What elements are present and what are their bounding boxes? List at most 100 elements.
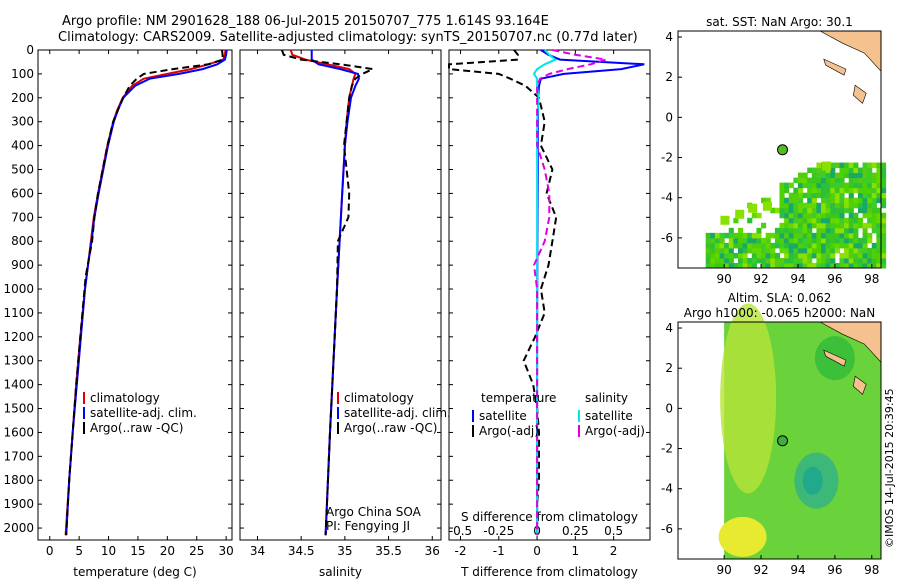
legend-label: climatology	[90, 391, 160, 405]
sst-pixel	[802, 182, 808, 189]
sst-pixel	[762, 201, 772, 211]
sst-pixel	[844, 217, 850, 224]
sst-pixel	[793, 202, 799, 209]
sst-pixel	[797, 232, 804, 239]
sst-pixel	[821, 182, 827, 189]
difference-series-1	[448, 49, 558, 536]
sst-pixel	[825, 242, 831, 249]
sst-pixel	[774, 237, 780, 244]
sst-pixel	[881, 222, 887, 229]
sst-pixel	[848, 182, 854, 189]
sst-pixel	[853, 242, 859, 249]
sst-pixel	[821, 232, 827, 239]
sst-pixel	[844, 222, 850, 229]
sst-pixel	[871, 212, 877, 219]
sst-pixel	[779, 197, 785, 204]
sst-pixel	[802, 252, 808, 259]
sst-pixel	[728, 252, 734, 259]
sst-pixel	[853, 182, 859, 189]
sst-pixel	[784, 217, 790, 224]
sst-pixel	[830, 187, 836, 194]
sst-pixel	[705, 247, 711, 254]
sst-pixel	[788, 222, 794, 229]
sst-pixel	[848, 257, 854, 264]
sst-pixel	[857, 207, 864, 214]
sst-pixel	[825, 252, 831, 259]
x-tick-label: 1	[572, 544, 580, 558]
sst-pixel	[881, 187, 887, 194]
figure-title-line1: Argo profile: NM 2901628_188 06-Jul-2015…	[62, 14, 549, 29]
sst-pixel	[784, 252, 790, 259]
sst-pixel	[853, 212, 859, 219]
sst-pixel	[881, 167, 887, 174]
sst-map-panel: 90 92 94 96 98 4 2 0 -2 -4 -6 sat. SST: NaN Argo: 3…	[661, 15, 887, 286]
sst-pixel	[733, 262, 739, 269]
sst-pixel	[770, 252, 776, 259]
sst-pixel	[770, 247, 776, 254]
sst-pixel	[839, 262, 845, 269]
sst-pixel	[821, 217, 827, 224]
sst-pixel	[728, 262, 734, 269]
salinity-series-2	[280, 49, 377, 536]
sst-pixel	[784, 257, 790, 264]
sst-pixel	[848, 192, 854, 199]
sst-pixel	[816, 217, 822, 224]
sst-pixel	[797, 202, 804, 209]
sst-pixel	[797, 192, 804, 199]
sst-pixel	[862, 232, 868, 239]
sst-pixel	[802, 227, 808, 234]
sst-pixel	[830, 172, 836, 179]
sst-pixel	[816, 182, 822, 189]
map-y-tick-label: -6	[661, 231, 673, 245]
sst-pixel	[802, 262, 808, 269]
sst-pixel	[830, 252, 836, 259]
sst-pixel	[848, 167, 854, 174]
sst-pixel	[784, 212, 790, 219]
sst-pixel	[788, 207, 794, 214]
sst-pixel	[848, 187, 854, 194]
sst-pixel	[714, 262, 721, 269]
sst-pixel	[867, 262, 873, 269]
sst-pixel	[793, 247, 799, 254]
difference-panel: -2 -1 0 1 2 T difference from climatology -0.5…	[448, 49, 651, 579]
sst-pixel	[756, 242, 762, 249]
sst-pixel	[807, 252, 813, 259]
x-tick-label: 35	[337, 544, 352, 558]
sst-pixel	[821, 197, 827, 204]
sst-pixel	[839, 177, 845, 184]
sst-pixel	[705, 232, 711, 239]
sst-pixel	[733, 232, 739, 239]
sst-pixel	[765, 257, 771, 264]
sst-pixel	[876, 187, 882, 194]
sst-pixel	[742, 237, 748, 244]
sst-pixel	[788, 202, 794, 209]
sst-pixel	[871, 217, 877, 224]
sst-pixel	[857, 257, 864, 264]
sst-pixel	[881, 192, 887, 199]
sst-pixel	[714, 237, 721, 244]
sst-pixel	[871, 257, 877, 264]
sst-pixel	[830, 247, 836, 254]
sst-pixel	[821, 257, 827, 264]
sst-pixel	[807, 187, 813, 194]
sst-pixel	[788, 242, 794, 249]
sst-pixel	[871, 162, 877, 169]
sst-pixel	[857, 202, 864, 209]
sst-pixel	[748, 203, 758, 213]
sst-pixel	[876, 177, 882, 184]
sst-pixel	[881, 212, 887, 219]
sst-pixel	[765, 252, 771, 259]
sst-pixel	[779, 242, 785, 249]
sst-pixel	[742, 257, 748, 264]
sst-pixel	[839, 217, 845, 224]
imos-stamp: ©IMOS 14-Jul-2015 20:39:45	[883, 388, 896, 548]
sst-pixel	[830, 212, 836, 219]
land-nias	[852, 375, 867, 395]
sst-pixel	[853, 247, 859, 254]
sst-pixel	[811, 237, 817, 244]
map-title: Altim. SLA: 0.062	[728, 291, 832, 305]
map-y-tick-label: 4	[665, 321, 673, 335]
sst-pixel	[788, 212, 794, 219]
sst-pixel	[821, 177, 827, 184]
